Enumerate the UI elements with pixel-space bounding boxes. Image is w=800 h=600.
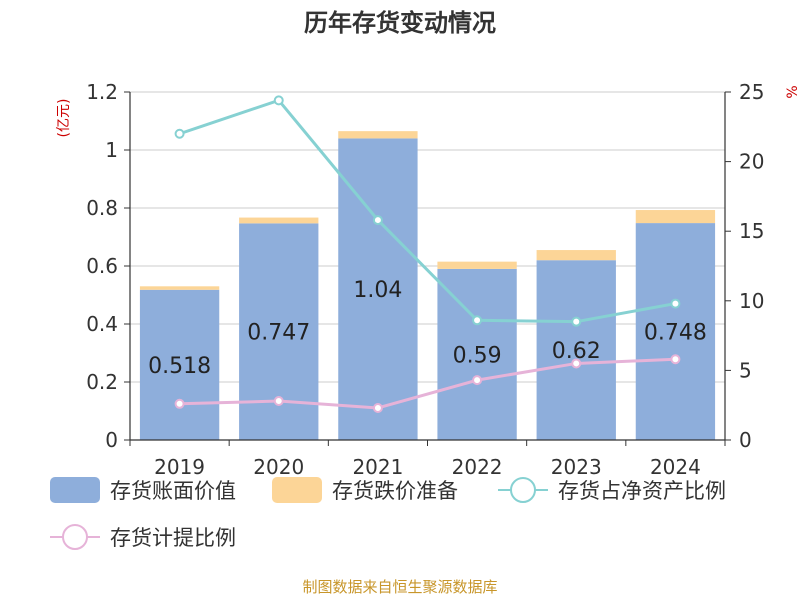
bar-value-label: 0.748 [644, 321, 707, 346]
series-line-2 [179, 98, 676, 324]
legend-marker-2 [510, 477, 536, 503]
axes: 0 0.2 0.4 0.6 0.8 1 1.2 0 5 10 15 20 25 [86, 80, 764, 452]
series-point-2 [372, 215, 383, 226]
right-axis-unit: % [785, 85, 800, 98]
series-lines [174, 95, 681, 413]
left-tick-label: 0.2 [86, 370, 118, 394]
series-point-2 [472, 315, 483, 326]
bar-provision-2024 [635, 210, 716, 224]
series-point-3 [472, 375, 483, 386]
x-tick-label: 2022 [452, 455, 503, 479]
legend-marker-3 [62, 524, 88, 550]
bar-value-label: 0.747 [247, 321, 310, 346]
bar-provision-2021 [338, 131, 418, 139]
left-tick-label: 1 [105, 138, 118, 162]
bar-provision-2022 [437, 261, 517, 269]
left-axis-unit: (亿元) [56, 99, 72, 138]
bar-book-value-2024 [635, 223, 716, 440]
series-point-2 [571, 316, 582, 327]
right-tick-label: 5 [739, 358, 752, 382]
right-tick-label: 10 [739, 289, 764, 313]
bar-provision-2023 [536, 250, 616, 261]
series-line-3 [179, 357, 676, 410]
left-tick-label: 0.8 [86, 196, 118, 220]
bar-provision-2019 [139, 286, 220, 290]
series-point-3 [174, 398, 185, 409]
legend-label-3: 存货计提比例 [110, 526, 236, 550]
series-point-3 [670, 354, 681, 365]
bar-value-label: 0.59 [453, 343, 502, 368]
series-point-2 [670, 298, 681, 309]
series-point-2 [174, 128, 185, 139]
bar-labels: 0.518 0.747 1.04 0.59 0.62 0.748 [148, 278, 707, 379]
x-tick-label: 2023 [551, 455, 602, 479]
right-tick-label: 25 [739, 80, 764, 104]
right-tick-label: 15 [739, 219, 764, 243]
left-tick-label: 1.2 [86, 80, 118, 104]
x-tick-label: 2021 [352, 455, 403, 479]
x-tick-label: 2019 [154, 455, 205, 479]
left-tick-label: 0 [105, 428, 118, 452]
gridlines [130, 91, 725, 383]
bar-book-value-2022 [437, 268, 517, 440]
x-tick-label: 2020 [253, 455, 304, 479]
legend-label-0: 存货账面价值 [110, 479, 236, 503]
bar-provision-2020 [239, 217, 319, 224]
left-tick-label: 0.6 [86, 254, 118, 278]
legend-label-1: 存货跌价准备 [332, 479, 458, 503]
bar-value-label: 1.04 [353, 278, 402, 303]
series-point-3 [372, 402, 383, 413]
left-tick-label: 0.4 [86, 312, 118, 336]
x-tick-label: 2024 [650, 455, 701, 479]
right-tick-label: 20 [739, 150, 764, 174]
legend-swatch-0 [50, 477, 100, 503]
x-tick-labels: 2019 2020 2021 2022 2023 2024 [154, 455, 701, 479]
bar-value-label: 0.518 [148, 354, 211, 379]
bar-value-label: 0.62 [552, 339, 601, 364]
source-note: 制图数据来自恒生聚源数据库 [302, 578, 497, 596]
series-point-2 [273, 95, 284, 106]
series-point-3 [571, 358, 582, 369]
bar-book-value-2019 [139, 289, 220, 440]
chart-title: 历年存货变动情况 [304, 9, 496, 37]
bar-book-value-2023 [536, 260, 616, 440]
series-point-3 [273, 396, 284, 407]
legend-swatch-1 [272, 477, 322, 503]
legend-label-2: 存货占净资产比例 [558, 479, 726, 503]
right-tick-label: 0 [739, 428, 752, 452]
